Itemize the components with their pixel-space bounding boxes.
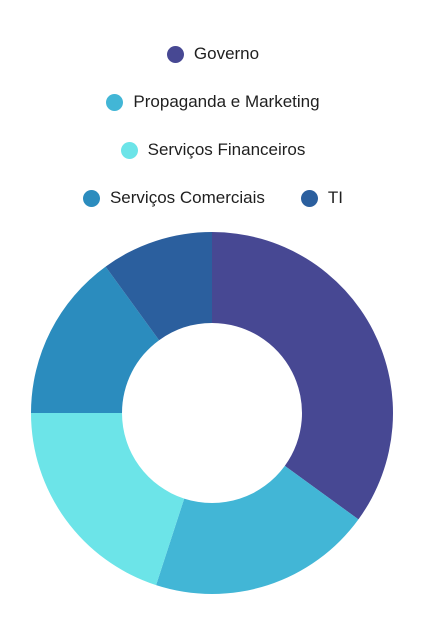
legend-label: Serviços Comerciais bbox=[109, 188, 265, 207]
legend-row: Propaganda e Marketing bbox=[0, 86, 426, 118]
legend-swatch bbox=[120, 141, 138, 159]
legend-label: Propaganda e Marketing bbox=[133, 92, 320, 111]
donut-slice[interactable] bbox=[31, 413, 185, 586]
legend-swatch bbox=[106, 93, 124, 111]
legend-item[interactable]: Governo bbox=[166, 44, 260, 64]
donut-slice[interactable] bbox=[31, 266, 160, 413]
legend-item[interactable]: Serviços Comerciais bbox=[82, 188, 265, 208]
legend-item[interactable]: Serviços Financeiros bbox=[120, 140, 306, 160]
legend-row: Governo bbox=[0, 38, 426, 70]
donut-slice[interactable] bbox=[105, 232, 212, 341]
legend-swatch bbox=[82, 189, 100, 207]
donut-slice[interactable] bbox=[212, 232, 394, 520]
legend-label: Serviços Financeiros bbox=[147, 140, 306, 159]
legend-row: Serviços Financeiros bbox=[0, 134, 426, 166]
legend-row: Serviços Comerciais TI bbox=[0, 182, 426, 214]
legend-swatch bbox=[166, 45, 184, 63]
legend-swatch bbox=[300, 189, 318, 207]
legend-item[interactable]: TI bbox=[300, 188, 344, 208]
donut-slice[interactable] bbox=[156, 465, 359, 595]
legend-label: Governo bbox=[193, 44, 260, 63]
chart-legend: Governo Propaganda e Marketing Serviços Fi… bbox=[0, 38, 426, 230]
legend-label: TI bbox=[327, 188, 344, 207]
legend-item[interactable]: Propaganda e Marketing bbox=[106, 92, 320, 112]
